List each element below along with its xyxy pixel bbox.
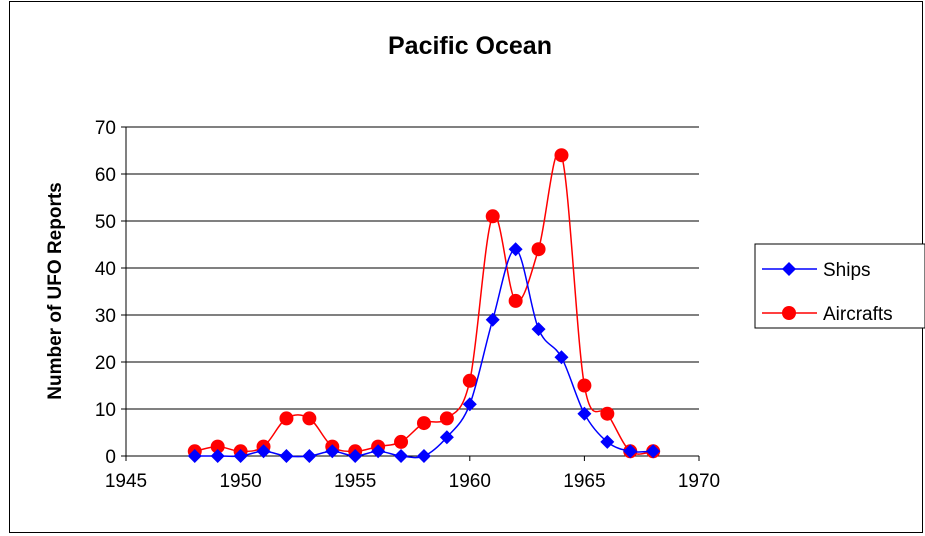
data-point-aircrafts bbox=[394, 434, 409, 449]
y-tick-label: 0 bbox=[105, 447, 116, 468]
data-point-ships bbox=[554, 350, 569, 365]
tick-labels: 0 10 20 30 40 50 60 70 1945 1950 1955 1960 1965 1970 bbox=[95, 118, 720, 492]
data-point-ships bbox=[210, 449, 225, 463]
data-point-aircrafts bbox=[508, 293, 523, 308]
x-tick-label: 1965 bbox=[563, 471, 605, 492]
x-tick-label: 1955 bbox=[334, 471, 376, 492]
data-point-ships bbox=[646, 444, 661, 459]
y-axis-label: Number of UFO Reports bbox=[45, 182, 66, 399]
data-point-ships bbox=[508, 242, 523, 257]
y-tick-label: 40 bbox=[95, 259, 116, 280]
data-point-ships bbox=[256, 444, 271, 459]
y-tick-label: 50 bbox=[95, 212, 116, 233]
series-ships bbox=[187, 242, 661, 463]
legend-label-aircrafts: Aircrafts bbox=[823, 304, 893, 325]
plot-series bbox=[187, 148, 661, 463]
x-tick-label: 1945 bbox=[105, 471, 147, 492]
data-point-aircrafts bbox=[302, 411, 317, 426]
y-tick-label: 20 bbox=[95, 353, 116, 374]
data-point-aircrafts bbox=[462, 373, 477, 388]
series-line-ships bbox=[194, 248, 654, 459]
legend-label-ships: Ships bbox=[823, 260, 871, 281]
gridlines bbox=[126, 126, 699, 410]
data-point-aircrafts bbox=[577, 378, 592, 393]
data-point-aircrafts bbox=[531, 242, 546, 257]
y-tick-label: 30 bbox=[95, 306, 116, 327]
data-point-ships bbox=[187, 449, 202, 463]
data-point-aircrafts bbox=[485, 209, 500, 224]
data-point-ships bbox=[279, 449, 294, 463]
y-tick-label: 70 bbox=[95, 118, 116, 139]
x-tick-label: 1950 bbox=[219, 471, 261, 492]
chart-title: Pacific Ocean bbox=[388, 32, 552, 60]
data-point-ships bbox=[462, 397, 477, 412]
x-tick-label: 1970 bbox=[678, 471, 720, 492]
data-point-ships bbox=[371, 444, 386, 459]
data-point-ships bbox=[302, 449, 317, 463]
data-point-ships bbox=[577, 406, 592, 421]
data-point-ships bbox=[233, 449, 248, 463]
data-point-ships bbox=[348, 449, 363, 463]
data-point-aircrafts bbox=[416, 416, 431, 431]
y-tick-label: 60 bbox=[95, 165, 116, 186]
data-point-ships bbox=[394, 449, 409, 463]
y-tick-label: 10 bbox=[95, 400, 116, 421]
legend-marker-ships bbox=[782, 262, 796, 276]
data-point-ships bbox=[416, 449, 431, 463]
data-point-aircrafts bbox=[279, 411, 294, 426]
data-point-ships bbox=[325, 444, 340, 459]
data-point-aircrafts bbox=[554, 148, 569, 163]
x-tick-label: 1960 bbox=[449, 471, 491, 492]
data-point-ships bbox=[531, 322, 546, 337]
legend: Ships Aircrafts bbox=[754, 243, 925, 329]
data-point-ships bbox=[623, 444, 638, 459]
data-point-ships bbox=[485, 312, 500, 327]
data-point-aircrafts bbox=[439, 411, 454, 426]
data-point-aircrafts bbox=[210, 439, 225, 454]
data-point-ships bbox=[600, 434, 615, 449]
legend-marker-aircrafts bbox=[782, 306, 796, 320]
data-point-ships bbox=[439, 430, 454, 445]
data-point-aircrafts bbox=[600, 406, 615, 421]
